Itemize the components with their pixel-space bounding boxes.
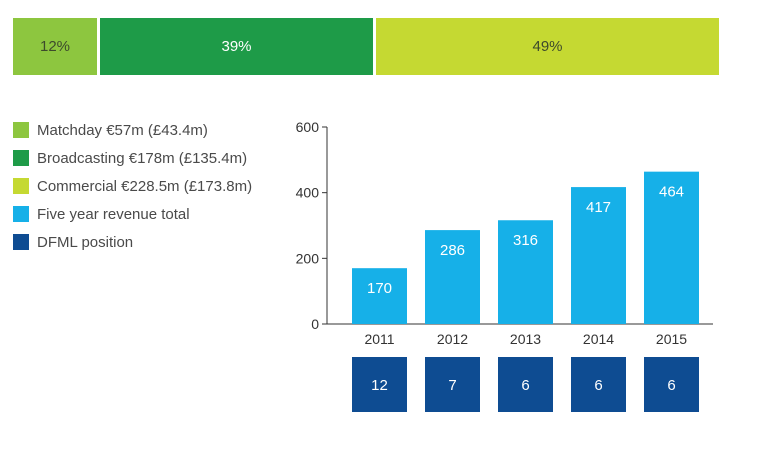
legend-swatch xyxy=(13,234,29,250)
legend-item: DFML position xyxy=(13,228,252,256)
bar xyxy=(352,268,407,324)
bar-value-label: 417 xyxy=(586,199,611,216)
bar xyxy=(498,220,553,324)
bar-value-label: 286 xyxy=(440,242,465,259)
bar-value-label: 464 xyxy=(659,184,684,201)
legend-label: Broadcasting €178m (£135.4m) xyxy=(37,149,248,167)
bar xyxy=(644,171,699,324)
dfml-position-box xyxy=(571,357,626,412)
legend-item: Matchday €57m (£43.4m) xyxy=(13,116,252,144)
dfml-position-label: 7 xyxy=(448,377,456,394)
dfml-position-label: 6 xyxy=(667,377,675,394)
x-tick-label: 2015 xyxy=(656,331,687,347)
bar-value-label: 170 xyxy=(367,280,392,297)
dfml-position-label: 12 xyxy=(371,377,388,394)
dfml-position-box xyxy=(644,357,699,412)
legend-swatch xyxy=(13,206,29,222)
legend-label: Five year revenue total xyxy=(37,205,190,223)
dfml-position-box xyxy=(425,357,480,412)
dfml-position-label: 6 xyxy=(521,377,529,394)
revenue-split-bar: 12% 39% 49% xyxy=(13,18,719,75)
legend: Matchday €57m (£43.4m) Broadcasting €178m… xyxy=(13,116,252,256)
dfml-position-box xyxy=(352,357,407,412)
split-segment-label: 39% xyxy=(221,38,252,55)
legend-swatch xyxy=(13,122,29,138)
legend-item: Broadcasting €178m (£135.4m) xyxy=(13,144,252,172)
bar xyxy=(571,187,626,324)
y-tick-label: 400 xyxy=(296,185,320,201)
split-segment-label: 12% xyxy=(39,38,71,55)
legend-label: DFML position xyxy=(37,233,134,251)
y-tick-label: 600 xyxy=(296,119,320,135)
legend-swatch xyxy=(13,178,29,194)
legend-item: Five year revenue total xyxy=(13,200,252,228)
x-tick-label: 2012 xyxy=(437,331,468,347)
x-tick-label: 2014 xyxy=(583,331,614,347)
bar xyxy=(425,230,480,324)
legend-item: Commercial €228.5m (£173.8m) xyxy=(13,172,252,200)
legend-swatch xyxy=(13,150,29,166)
x-tick-label: 2013 xyxy=(510,331,541,347)
legend-label: Commercial €228.5m (£173.8m) xyxy=(37,177,253,195)
split-segment-1: 12% xyxy=(13,18,97,75)
y-tick-label: 200 xyxy=(296,250,320,266)
split-segment-label: 49% xyxy=(532,38,563,55)
bar-value-label: 316 xyxy=(513,232,538,249)
y-tick-label: 0 xyxy=(311,316,319,332)
legend-label: Matchday €57m (£43.4m) xyxy=(37,121,208,139)
dfml-position-label: 6 xyxy=(594,377,602,394)
dfml-position-box xyxy=(498,357,553,412)
x-tick-label: 2011 xyxy=(364,331,394,347)
split-segment-2: 39% xyxy=(100,18,373,75)
split-segment-3: 49% xyxy=(376,18,719,75)
